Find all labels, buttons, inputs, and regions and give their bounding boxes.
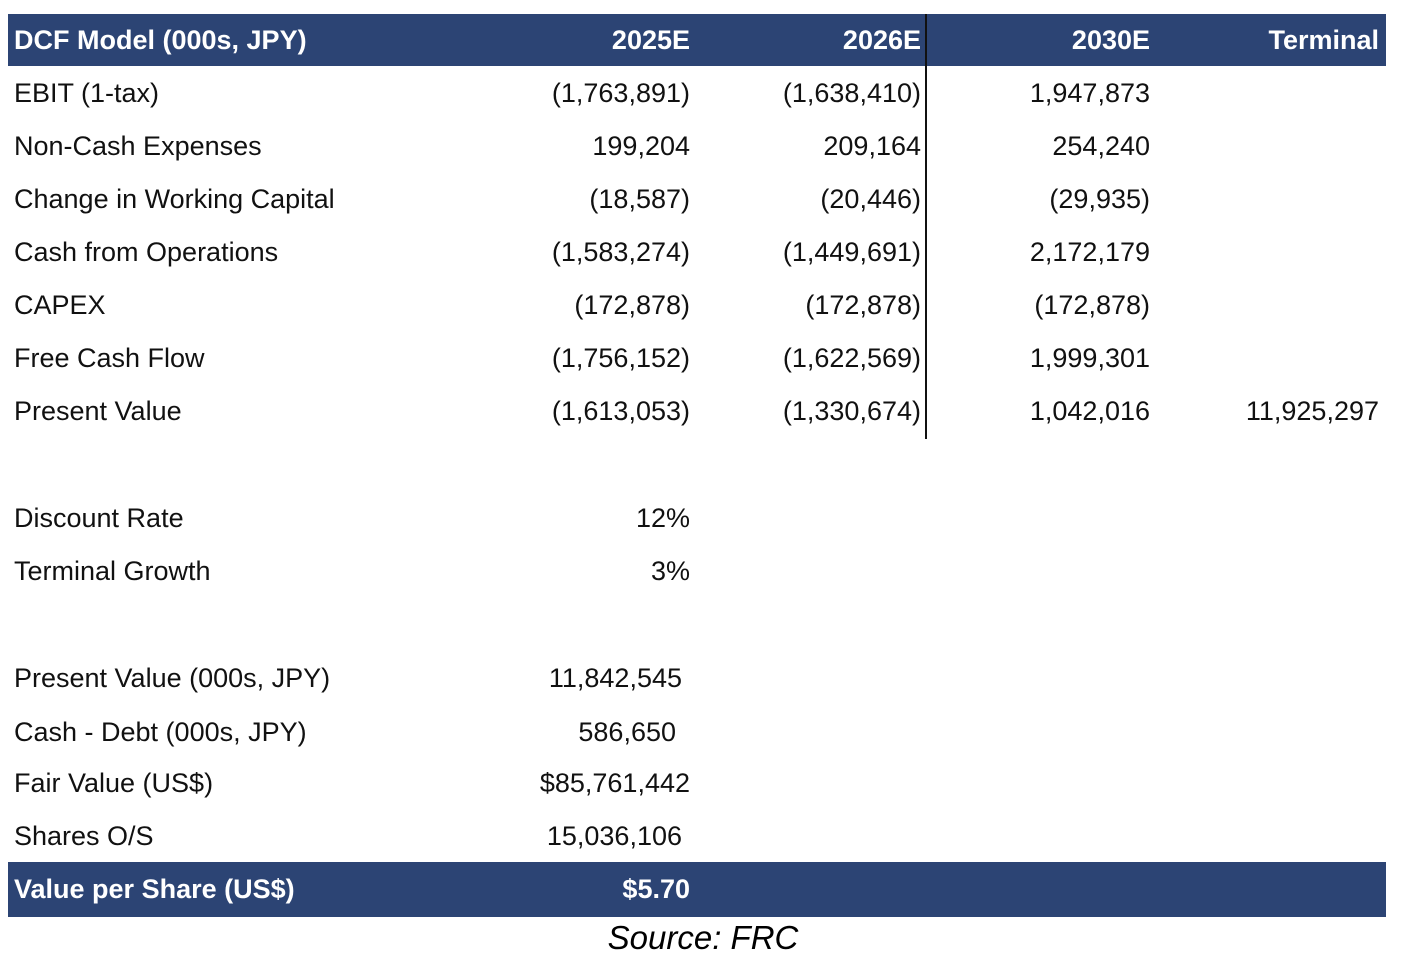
cell-2030e: (172,878)	[1034, 290, 1150, 320]
cell-2026e: (1,449,691)	[782, 237, 921, 267]
cell-2025e: (18,587)	[589, 184, 690, 214]
table-row-free-cash-flow: Free Cash Flow (1,756,152) (1,622,569) 1…	[8, 332, 1386, 385]
table-row-capex: CAPEX (172,878) (172,878) (172,878)	[8, 279, 1386, 332]
table-row-non-cash-expenses: Non-Cash Expenses 199,204 209,164 254,24…	[8, 120, 1386, 173]
valuation-label: Shares O/S	[14, 821, 154, 851]
cell-2026e: (172,878)	[805, 290, 921, 320]
table-header-band	[8, 14, 1386, 66]
cell-2030e: 1,999,301	[1029, 343, 1150, 373]
row-label: Present Value	[14, 396, 182, 426]
valuation-row-fair-value: Fair Value (US$) $85,761,442	[8, 757, 1386, 810]
cell-2030e: (29,935)	[1049, 184, 1150, 214]
row-label: Change in Working Capital	[14, 184, 335, 214]
table-row-cash-from-operations: Cash from Operations (1,583,274) (1,449,…	[8, 226, 1386, 279]
cell-2030e: 254,240	[1052, 131, 1150, 161]
cell-2030e: 2,172,179	[1029, 237, 1150, 267]
cell-terminal: 11,925,297	[1245, 396, 1379, 426]
row-label: EBIT (1-tax)	[14, 78, 160, 108]
valuation-value: 11,842,545	[548, 663, 682, 693]
assumption-value: 3%	[650, 556, 690, 586]
cell-2026e: (1,330,674)	[782, 396, 921, 426]
table-row-present-value: Present Value (1,613,053) (1,330,674) 1,…	[8, 385, 1386, 438]
cell-2025e: (172,878)	[574, 290, 690, 320]
table-header-row: DCF Model (000s, JPY) 2025E 2026E 2030E …	[8, 14, 1386, 66]
column-header-2026e: 2026E	[842, 25, 921, 55]
column-header-terminal: Terminal	[1268, 25, 1379, 55]
assumption-row-terminal-growth: Terminal Growth 3%	[8, 545, 1386, 598]
assumption-row-discount-rate: Discount Rate 12%	[8, 492, 1386, 545]
table-row-working-capital: Change in Working Capital (18,587) (20,4…	[8, 173, 1386, 226]
result-row: Value per Share (US$) $5.70	[8, 862, 1386, 917]
table-title: DCF Model (000s, JPY)	[14, 25, 307, 55]
valuation-value: 15,036,106	[546, 821, 682, 851]
column-header-2030e: 2030E	[1071, 25, 1150, 55]
row-label: Free Cash Flow	[14, 343, 205, 373]
result-value: $5.70	[622, 874, 690, 904]
valuation-row-present-value: Present Value (000s, JPY) 11,842,545	[8, 652, 1386, 705]
cell-2025e: 199,204	[592, 131, 690, 161]
assumption-label: Terminal Growth	[14, 556, 211, 586]
row-label: Non-Cash Expenses	[14, 131, 262, 161]
table-row-ebit: EBIT (1-tax) (1,763,891) (1,638,410) 1,9…	[8, 67, 1386, 120]
row-label: Cash from Operations	[14, 237, 279, 267]
valuation-value: 586,650	[578, 717, 676, 747]
cell-2026e: (1,638,410)	[782, 78, 921, 108]
valuation-label: Cash - Debt (000s, JPY)	[14, 717, 307, 747]
assumption-label: Discount Rate	[14, 503, 184, 533]
valuation-label: Present Value (000s, JPY)	[14, 663, 331, 693]
result-label: Value per Share (US$)	[14, 874, 295, 904]
valuation-row-shares-os: Shares O/S 15,036,106	[8, 810, 1386, 863]
cell-2025e: (1,613,053)	[551, 396, 690, 426]
cell-2026e: 209,164	[823, 131, 921, 161]
assumption-value: 12%	[635, 503, 690, 533]
cell-2026e: (1,622,569)	[782, 343, 921, 373]
source-caption: Source: FRC	[607, 919, 799, 956]
column-header-2025e: 2025E	[611, 25, 690, 55]
cell-2030e: 1,947,873	[1029, 78, 1150, 108]
cell-2030e: 1,042,016	[1029, 396, 1150, 426]
cell-2025e: (1,756,152)	[551, 343, 690, 373]
valuation-value: $85,761,442	[539, 768, 690, 798]
result-band	[8, 862, 1386, 917]
valuation-row-cash-debt: Cash - Debt (000s, JPY) 586,650	[8, 706, 1386, 759]
column-divider	[925, 14, 927, 439]
cell-2026e: (20,446)	[820, 184, 921, 214]
row-label: CAPEX	[14, 290, 106, 320]
cell-2025e: (1,583,274)	[551, 237, 690, 267]
cell-2025e: (1,763,891)	[551, 78, 690, 108]
valuation-label: Fair Value (US$)	[14, 768, 214, 798]
